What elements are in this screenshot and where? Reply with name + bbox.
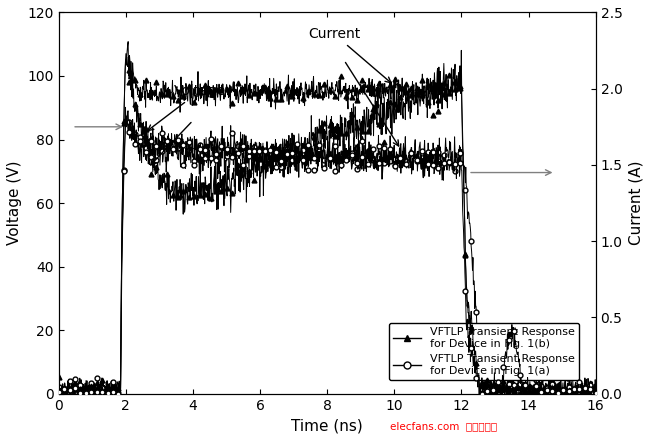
- Text: Current: Current: [307, 27, 391, 83]
- Text: Voltage: Voltage: [148, 84, 226, 131]
- Y-axis label: Voltage (V): Voltage (V): [7, 161, 22, 245]
- X-axis label: Time (ns): Time (ns): [291, 418, 363, 433]
- Legend: VFTLP Transient Response
for Device in Fig. 1(b), VFTLP Transient Response
for D: VFTLP Transient Response for Device in F…: [389, 323, 579, 381]
- Y-axis label: Current (A): Current (A): [628, 161, 643, 245]
- Text: elecfans.com  电子发烧友: elecfans.com 电子发烧友: [390, 421, 497, 431]
